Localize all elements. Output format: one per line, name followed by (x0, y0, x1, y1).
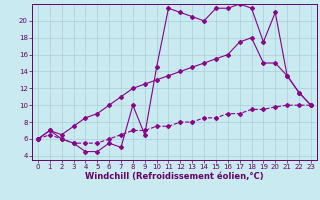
X-axis label: Windchill (Refroidissement éolien,°C): Windchill (Refroidissement éolien,°C) (85, 172, 264, 181)
